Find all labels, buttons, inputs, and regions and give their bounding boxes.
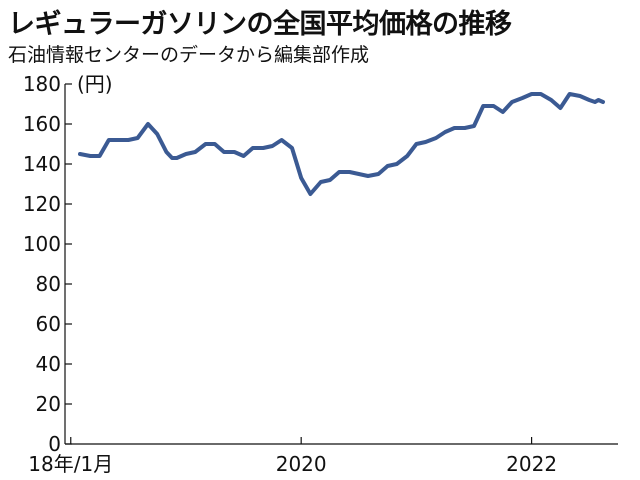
chart-title: レギュラーガソリンの全国平均価格の推移 <box>8 9 512 40</box>
y-tick-label: 20 <box>36 392 61 416</box>
data-point <box>386 165 389 167</box>
data-point <box>252 147 254 149</box>
data-point <box>424 141 427 143</box>
data-point <box>147 123 149 125</box>
y-tick-label: 100 <box>23 232 61 256</box>
y-axis: 0 20 40 60 80 100 120 140 160 180 (円) <box>23 72 113 456</box>
y-tick-label: 180 <box>23 72 61 96</box>
y-tick-label: 160 <box>23 112 61 136</box>
data-point <box>464 127 466 129</box>
data-point <box>309 193 312 195</box>
data-point <box>453 127 456 129</box>
data-point <box>242 155 245 157</box>
data-point <box>502 111 504 113</box>
data-point <box>338 171 341 173</box>
price-series-line <box>78 92 605 196</box>
data-point <box>597 99 600 101</box>
y-axis-unit-label: (円) <box>77 72 113 96</box>
chart-subtitle: 石油情報センターのデータから編集部作成 <box>8 44 370 66</box>
data-point <box>98 155 101 157</box>
data-point <box>108 139 110 141</box>
x-tick-label: 2020 <box>276 452 327 476</box>
y-tick-label: 40 <box>36 352 61 376</box>
data-point <box>127 139 130 141</box>
data-point <box>482 105 485 107</box>
y-tick-label: 0 <box>48 432 61 456</box>
data-point <box>136 137 139 139</box>
data-point <box>300 177 303 179</box>
data-point <box>588 99 590 101</box>
y-tick-label: 140 <box>23 152 61 176</box>
data-point <box>406 155 409 157</box>
data-point <box>171 157 173 159</box>
data-point <box>367 175 369 177</box>
data-point <box>559 107 562 109</box>
data-point <box>291 147 293 149</box>
x-axis: 18年/1月 2020 2022 <box>28 437 618 476</box>
data-point <box>271 145 274 147</box>
data-point <box>377 173 380 175</box>
data-point <box>568 93 571 95</box>
y-tick-label: 120 <box>23 192 61 216</box>
x-tick-label: 2022 <box>506 452 557 476</box>
data-point <box>492 105 495 107</box>
data-point <box>435 137 437 139</box>
y-tick-label: 80 <box>36 272 61 296</box>
data-point <box>320 181 322 183</box>
data-point <box>348 171 351 173</box>
data-point <box>165 151 168 153</box>
data-point <box>473 125 475 127</box>
data-point <box>156 133 158 135</box>
data-point <box>579 95 581 97</box>
data-point <box>233 151 236 153</box>
data-point <box>521 97 524 99</box>
data-point <box>204 143 207 145</box>
data-point <box>511 101 513 103</box>
series-layer <box>78 92 605 196</box>
data-point <box>214 143 216 145</box>
data-point <box>530 93 533 95</box>
data-point <box>415 143 418 145</box>
data-point <box>194 151 196 153</box>
data-point <box>280 139 283 141</box>
data-point <box>79 153 81 155</box>
data-point <box>396 163 398 165</box>
data-point <box>550 99 552 101</box>
y-tick-label: 60 <box>36 312 61 336</box>
data-point <box>185 153 187 155</box>
data-point <box>444 131 447 133</box>
x-tick-label: 18年/1月 <box>28 452 113 476</box>
data-point <box>540 93 542 95</box>
data-point <box>118 139 120 141</box>
data-point <box>602 101 604 103</box>
data-point <box>358 173 360 175</box>
data-point <box>594 101 596 103</box>
data-point <box>223 151 225 153</box>
data-point <box>176 157 178 159</box>
data-point <box>262 147 265 149</box>
data-point <box>329 179 331 181</box>
data-point <box>89 155 92 157</box>
